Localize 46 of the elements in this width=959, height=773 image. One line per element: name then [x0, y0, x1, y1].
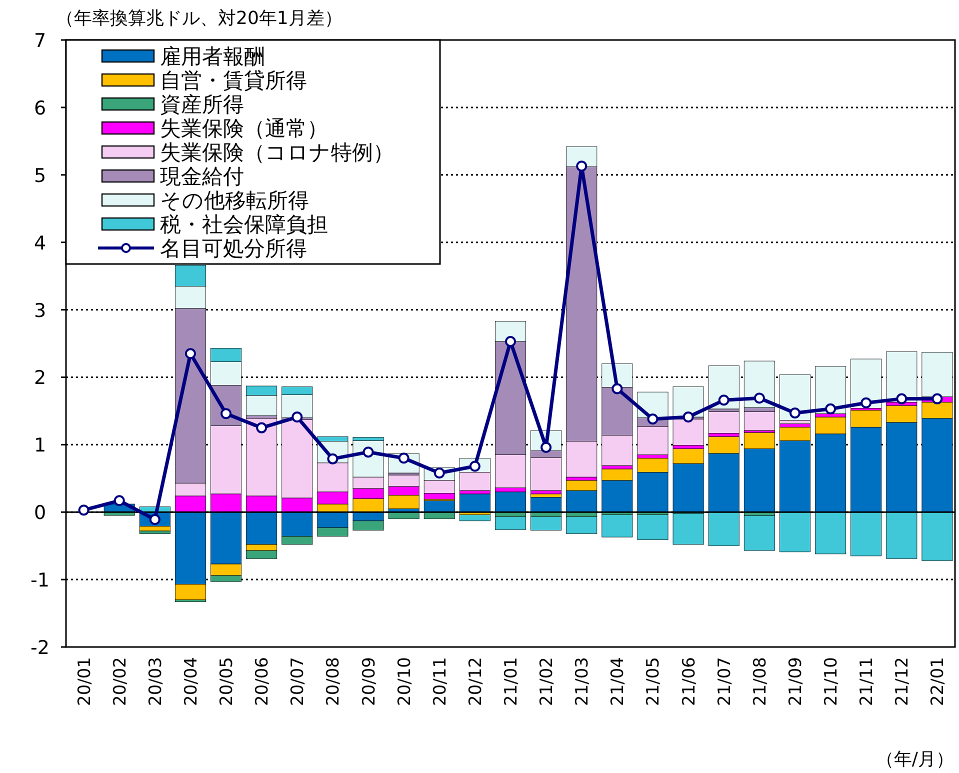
x-tick-label: 21/03	[572, 657, 593, 706]
x-tick-label: 21/08	[750, 657, 770, 706]
x-tick-label: 21/05	[644, 657, 664, 706]
x-tick-label: 20/04	[181, 657, 202, 706]
x-tick-label: 21/10	[822, 657, 842, 706]
y-tick-label: 7	[34, 30, 46, 52]
x-axis-title: （年/月）	[876, 749, 954, 770]
x-tick-label: 21/04	[608, 657, 628, 706]
x-tick-label: 20/06	[252, 657, 273, 706]
legend-label: 現金給付	[160, 164, 244, 188]
x-tick-label: 20/02	[110, 657, 130, 706]
legend-label: 失業保険（通常）	[160, 116, 328, 140]
x-tick-label: 21/11	[857, 657, 878, 706]
x-tick-label: 20/08	[324, 657, 344, 706]
x-tick-label: 20/07	[288, 657, 308, 706]
y-tick-label: 3	[34, 300, 46, 322]
x-tick-label: 21/12	[892, 657, 913, 706]
x-tick-label: 21/07	[714, 657, 735, 706]
x-tick-label: 20/05	[217, 657, 238, 706]
y-tick-label: 2	[34, 367, 46, 390]
legend-label: 自営・賃貸所得	[160, 68, 307, 92]
y-tick-label: -1	[30, 570, 50, 592]
x-tick-label: 20/11	[430, 657, 450, 706]
x-tick-label: 21/01	[502, 657, 522, 706]
x-tick-label: 20/01	[74, 657, 95, 706]
x-tick-label: 21/06	[679, 657, 700, 706]
x-tick-label: 20/10	[394, 657, 415, 706]
legend-label: 失業保険（コロナ特例）	[160, 140, 394, 164]
x-tick-label: 21/09	[786, 657, 806, 706]
y-tick-label: 4	[34, 232, 46, 254]
legend-label: 名目可処分所得	[160, 236, 307, 260]
x-tick-label: 21/02	[537, 657, 558, 706]
legend-label: その他移転所得	[160, 188, 309, 212]
y-tick-label: 0	[34, 502, 46, 524]
x-tick-label: 20/12	[466, 657, 486, 706]
x-tick-label: 20/03	[146, 657, 166, 706]
legend-label: 雇用者報酬	[160, 44, 265, 68]
y-axis-title: （年率換算兆ドル、対20年1月差）	[56, 8, 342, 29]
y-tick-label: -2	[30, 637, 50, 659]
legend-label: 資産所得	[160, 92, 244, 116]
y-tick-label: 6	[34, 97, 46, 120]
y-tick-label: 5	[34, 164, 46, 187]
legend-label: 税・社会保障負担	[160, 212, 328, 236]
x-tick-label: 22/01	[928, 657, 948, 706]
x-tick-label: 20/09	[359, 657, 380, 706]
y-tick-label: 1	[34, 434, 46, 457]
